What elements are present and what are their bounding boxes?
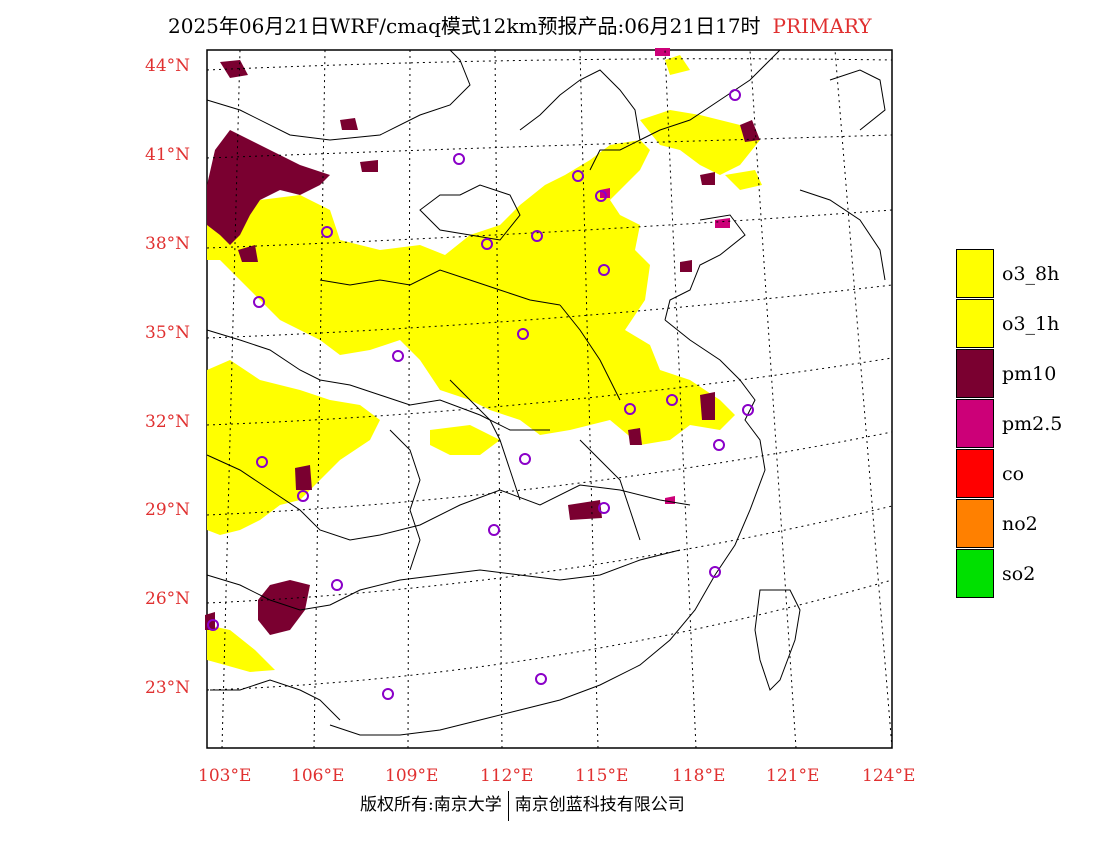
lon-label: 124°E [862,766,916,786]
legend-item: pm10 [956,349,1076,399]
legend-swatch [956,549,994,598]
legend-swatch [956,249,994,298]
graticule [206,49,893,749]
lat-label: 32°N [145,412,191,432]
lat-label: 35°N [145,323,191,343]
station-markers [207,89,754,700]
footer-right: 南京创蓝科技有限公司 [514,795,685,815]
title-main: 2025年06月21日WRF/cmaq模式12km预报产品:06月21日17时 [168,14,761,38]
lon-label: 106°E [291,766,345,786]
footer-left: 版权所有:南京大学 [360,795,502,815]
legend-swatch [956,449,994,498]
legend-label: pm2.5 [1002,413,1063,435]
legend-label: so2 [1002,563,1036,585]
map-title: 2025年06月21日WRF/cmaq模式12km预报产品:06月21日17时 P… [0,10,1100,39]
legend-item: so2 [956,549,1076,599]
legend-label: o3_1h [1002,313,1060,335]
copyright-footer: 版权所有:南京大学 南京创蓝科技有限公司 [360,790,685,821]
footer-divider [507,790,509,821]
lon-label: 121°E [766,766,820,786]
legend-item: no2 [956,499,1076,549]
lon-label: 112°E [480,766,534,786]
o3-coverage [207,55,762,672]
lat-label: 26°N [145,589,191,609]
legend-swatch [956,299,994,348]
lat-label: 29°N [145,500,191,520]
legend-item: co [956,449,1076,499]
legend-label: o3_8h [1002,263,1060,285]
legend-item: o3_1h [956,299,1076,349]
lat-label: 23°N [145,678,191,698]
legend-swatch [956,499,994,548]
legend-swatch [956,399,994,448]
legend-label: no2 [1002,513,1038,535]
title-tag: PRIMARY [772,14,872,38]
lon-label: 118°E [672,766,726,786]
legend-item: pm2.5 [956,399,1076,449]
legend-label: co [1002,463,1025,485]
legend: o3_8h o3_1h pm10 pm2.5 co no2 so2 [956,249,1076,599]
legend-label: pm10 [1002,363,1057,385]
lon-label: 103°E [198,766,252,786]
lat-label: 38°N [145,234,191,254]
lon-label: 115°E [575,766,629,786]
pm10-coverage [205,60,760,635]
legend-swatch [956,349,994,398]
legend-item: o3_8h [956,249,1076,299]
lat-label: 41°N [145,145,191,165]
lon-label: 109°E [385,766,439,786]
lat-label: 44°N [145,56,191,76]
boundaries [206,49,886,736]
